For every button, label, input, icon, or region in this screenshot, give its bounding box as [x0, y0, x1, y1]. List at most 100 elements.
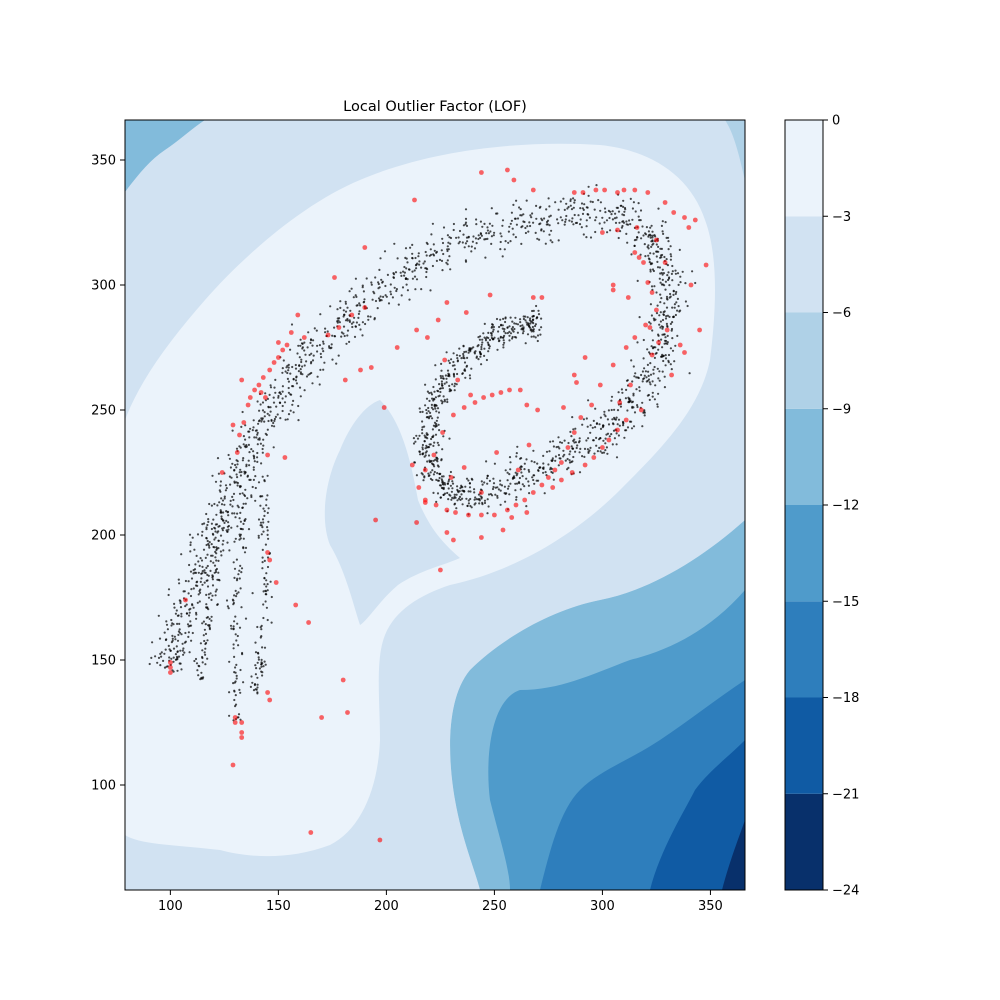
inlier-point: [361, 334, 364, 337]
inlier-point: [404, 247, 408, 250]
inlier-point: [547, 197, 550, 200]
inlier-point: [490, 326, 493, 329]
inlier-point: [557, 239, 560, 242]
inlier-point: [419, 410, 422, 414]
inlier-point: [507, 230, 510, 233]
inlier-point: [661, 230, 664, 233]
inlier-point: [636, 376, 640, 379]
y-tick-label: 350: [91, 154, 116, 169]
inlier-point: [659, 256, 662, 259]
inlier-point: [428, 443, 431, 446]
inlier-point: [211, 578, 214, 581]
inlier-point: [487, 493, 491, 496]
inlier-point: [649, 373, 653, 376]
inlier-point: [534, 336, 537, 339]
inlier-point: [222, 549, 225, 552]
inlier-point: [662, 232, 665, 235]
inlier-point: [539, 333, 542, 336]
inlier-point: [439, 496, 442, 499]
inlier-point: [328, 346, 331, 349]
inlier-point: [355, 321, 358, 324]
inlier-point: [274, 391, 277, 394]
inlier-point: [211, 594, 214, 597]
inlier-point: [453, 495, 456, 498]
inlier-point: [254, 641, 257, 644]
inlier-point: [434, 433, 438, 436]
inlier-point: [613, 416, 616, 419]
inlier-point: [264, 600, 267, 603]
inlier-point: [673, 360, 676, 363]
inlier-point: [464, 376, 467, 379]
inlier-point: [649, 303, 653, 306]
inlier-point: [191, 536, 194, 539]
inlier-point: [558, 447, 561, 450]
inlier-point: [300, 360, 303, 364]
inlier-point: [599, 201, 603, 204]
inlier-point: [502, 336, 505, 339]
inlier-point: [199, 678, 202, 681]
inlier-point: [242, 522, 245, 526]
inlier-point: [319, 352, 322, 355]
inlier-point: [201, 565, 204, 569]
outlier-point: [517, 387, 523, 393]
inlier-point: [524, 226, 527, 230]
inlier-point: [475, 242, 478, 245]
inlier-point: [205, 528, 208, 531]
inlier-point: [432, 459, 435, 462]
outlier-point: [615, 227, 620, 233]
inlier-point: [180, 668, 183, 671]
inlier-point: [442, 487, 445, 491]
inlier-point: [440, 458, 443, 461]
inlier-point: [165, 623, 169, 626]
inlier-point: [217, 559, 220, 563]
inlier-point: [427, 454, 431, 457]
inlier-point: [359, 328, 362, 331]
inlier-point: [675, 301, 678, 304]
inlier-point: [666, 325, 669, 328]
outlier-point: [256, 382, 262, 388]
inlier-point: [261, 646, 264, 649]
inlier-point: [258, 667, 261, 670]
inlier-point: [593, 452, 596, 455]
inlier-point: [492, 234, 495, 237]
inlier-point: [425, 416, 428, 419]
inlier-point: [232, 498, 235, 502]
inlier-point: [601, 216, 604, 219]
inlier-point: [578, 471, 582, 474]
inlier-point: [655, 312, 659, 315]
outlier-point: [494, 450, 499, 455]
inlier-point: [617, 391, 620, 394]
inlier-point: [311, 382, 314, 385]
inlier-point: [579, 447, 582, 450]
inlier-point: [405, 283, 408, 286]
inlier-point: [502, 346, 505, 349]
inlier-point: [204, 571, 207, 575]
inlier-point: [221, 527, 224, 530]
inlier-point: [238, 538, 241, 541]
inlier-point: [495, 212, 498, 215]
inlier-point: [625, 388, 628, 391]
inlier-point: [653, 356, 657, 359]
inlier-point: [337, 354, 340, 357]
inlier-point: [359, 304, 362, 307]
inlier-point: [431, 417, 434, 420]
inlier-point: [503, 341, 506, 344]
inlier-point: [260, 635, 263, 638]
inlier-point: [425, 275, 428, 279]
inlier-point: [212, 545, 215, 549]
inlier-point: [659, 281, 662, 284]
inlier-point: [237, 713, 241, 716]
inlier-point: [292, 411, 295, 414]
inlier-point: [256, 460, 259, 463]
inlier-point: [219, 484, 222, 487]
inlier-point: [645, 380, 648, 383]
inlier-point: [205, 526, 208, 529]
inlier-point: [616, 423, 619, 426]
inlier-point: [319, 368, 322, 371]
inlier-point: [620, 388, 624, 391]
inlier-point: [425, 412, 428, 415]
inlier-point: [357, 316, 360, 319]
inlier-point: [214, 527, 217, 530]
inlier-point: [661, 268, 664, 271]
inlier-point: [252, 478, 255, 481]
